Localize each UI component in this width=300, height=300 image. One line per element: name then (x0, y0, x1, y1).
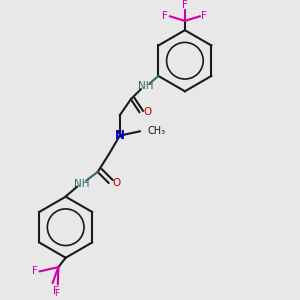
Text: F: F (52, 286, 59, 296)
Text: F: F (182, 0, 188, 11)
Text: N: N (115, 129, 125, 142)
Text: O: O (112, 178, 121, 188)
Text: F: F (32, 266, 38, 276)
Text: F: F (54, 289, 59, 298)
Text: O: O (143, 107, 151, 117)
Text: NH: NH (138, 81, 153, 91)
Text: F: F (162, 11, 168, 21)
Text: CH₃: CH₃ (147, 126, 166, 136)
Text: F: F (202, 11, 207, 21)
Text: NH: NH (74, 178, 89, 189)
